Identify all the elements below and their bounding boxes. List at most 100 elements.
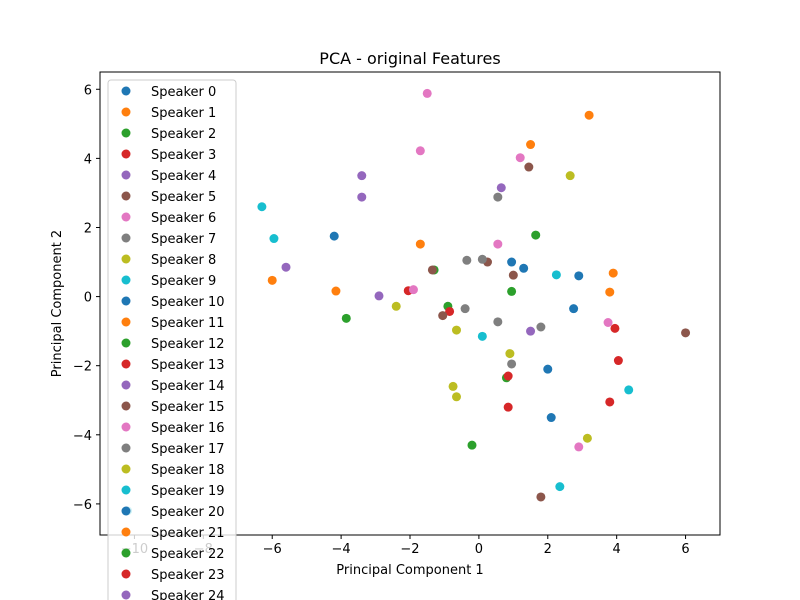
- legend-marker: [121, 422, 131, 432]
- point-speaker-6: [493, 239, 503, 249]
- point-speaker-7: [477, 254, 487, 264]
- legend: Speaker 0 Speaker 1 Speaker 2 Speaker 3 Spea…: [107, 79, 237, 600]
- legend-label: Speaker 2: [151, 127, 216, 142]
- legend-marker: [121, 401, 131, 411]
- point-speaker-2: [341, 313, 351, 323]
- point-speaker-4: [281, 262, 291, 272]
- legend-label: Speaker 11: [151, 316, 225, 331]
- legend-label: Speaker 8: [151, 253, 216, 268]
- point-speaker-6: [515, 153, 525, 163]
- legend-label: Speaker 9: [151, 274, 216, 289]
- y-tick-label: 6: [84, 83, 92, 98]
- point-speaker-4: [526, 326, 536, 336]
- legend-label: Speaker 17: [151, 442, 225, 457]
- point-speaker-1: [608, 268, 618, 278]
- point-speaker-0: [507, 257, 517, 267]
- point-speaker-3: [503, 371, 513, 381]
- point-speaker-6: [574, 442, 584, 452]
- y-axis-label: Principal Component 2: [50, 230, 65, 377]
- legend-marker: [121, 380, 131, 390]
- point-speaker-5: [536, 492, 546, 502]
- legend-marker: [121, 527, 131, 537]
- scatter-points: [123, 88, 691, 516]
- point-speaker-1: [415, 239, 425, 249]
- point-speaker-6: [603, 318, 613, 328]
- legend-label: Speaker 4: [151, 169, 216, 184]
- y-tick-label: 4: [84, 152, 92, 167]
- legend-marker: [121, 338, 131, 348]
- legend-marker: [121, 128, 131, 138]
- y-tick-label: −2: [73, 360, 92, 375]
- legend-label: Speaker 10: [151, 295, 225, 310]
- point-speaker-6: [408, 285, 418, 295]
- legend-label: Speaker 15: [151, 400, 225, 415]
- point-speaker-8: [582, 433, 592, 443]
- point-speaker-4: [496, 183, 506, 193]
- legend-marker: [121, 506, 131, 516]
- legend-marker: [121, 317, 131, 327]
- x-tick-label: −2: [400, 542, 419, 557]
- point-speaker-1: [267, 275, 277, 285]
- plot-frame: [99, 71, 721, 536]
- legend-marker: [121, 443, 131, 453]
- legend-label: Speaker 13: [151, 358, 225, 373]
- point-speaker-1: [331, 286, 341, 296]
- point-speaker-7: [493, 192, 503, 202]
- x-axis-label: Principal Component 1: [336, 563, 483, 578]
- legend-marker: [121, 359, 131, 369]
- legend-label: Speaker 14: [151, 379, 225, 394]
- legend-marker: [121, 107, 131, 117]
- legend-label: Speaker 6: [151, 211, 216, 226]
- point-speaker-8: [391, 301, 401, 311]
- legend-label: Speaker 1: [151, 106, 216, 121]
- legend-frame: [107, 79, 237, 600]
- x-tick-label: −6: [263, 542, 282, 557]
- point-speaker-0: [329, 231, 339, 241]
- legend-label: Speaker 22: [151, 547, 225, 562]
- point-speaker-3: [605, 397, 615, 407]
- legend-label: Speaker 21: [151, 526, 225, 541]
- legend-label: Speaker 23: [151, 568, 225, 583]
- y-tick-label: −4: [73, 429, 92, 444]
- legend-marker: [121, 212, 131, 222]
- point-speaker-2: [507, 286, 517, 296]
- point-speaker-3: [610, 323, 620, 333]
- point-speaker-2: [531, 230, 541, 240]
- point-speaker-5: [681, 328, 691, 338]
- point-speaker-9: [624, 385, 634, 395]
- point-speaker-7: [507, 359, 517, 369]
- legend-marker: [121, 86, 131, 96]
- legend-marker: [121, 485, 131, 495]
- x-tick-label: −4: [332, 542, 351, 557]
- legend-label: Speaker 12: [151, 337, 225, 352]
- legend-marker: [121, 275, 131, 285]
- legend-marker: [121, 254, 131, 264]
- point-speaker-1: [526, 140, 536, 150]
- point-speaker-5: [438, 311, 448, 321]
- point-speaker-4: [374, 291, 384, 301]
- point-speaker-7: [536, 322, 546, 332]
- x-tick-label: 4: [613, 542, 621, 557]
- y-tick-label: −6: [73, 498, 92, 513]
- point-speaker-7: [493, 317, 503, 327]
- x-tick-label: 0: [475, 542, 483, 557]
- point-speaker-9: [257, 202, 267, 212]
- point-speaker-9: [551, 270, 561, 280]
- x-tick-label: 6: [681, 542, 689, 557]
- legend-marker: [121, 191, 131, 201]
- point-speaker-3: [445, 306, 455, 316]
- point-speaker-8: [505, 349, 515, 359]
- point-speaker-7: [462, 255, 472, 265]
- point-speaker-5: [524, 162, 534, 172]
- legend-label: Speaker 3: [151, 148, 216, 163]
- legend-label: Speaker 24: [151, 589, 225, 600]
- legend-marker: [121, 464, 131, 474]
- legend-marker: [121, 296, 131, 306]
- point-speaker-8: [448, 381, 458, 391]
- point-speaker-2: [467, 440, 477, 450]
- point-speaker-0: [519, 263, 529, 273]
- point-speaker-4: [357, 171, 367, 181]
- x-tick-label: 2: [544, 542, 552, 557]
- y-tick-label: 2: [84, 221, 92, 236]
